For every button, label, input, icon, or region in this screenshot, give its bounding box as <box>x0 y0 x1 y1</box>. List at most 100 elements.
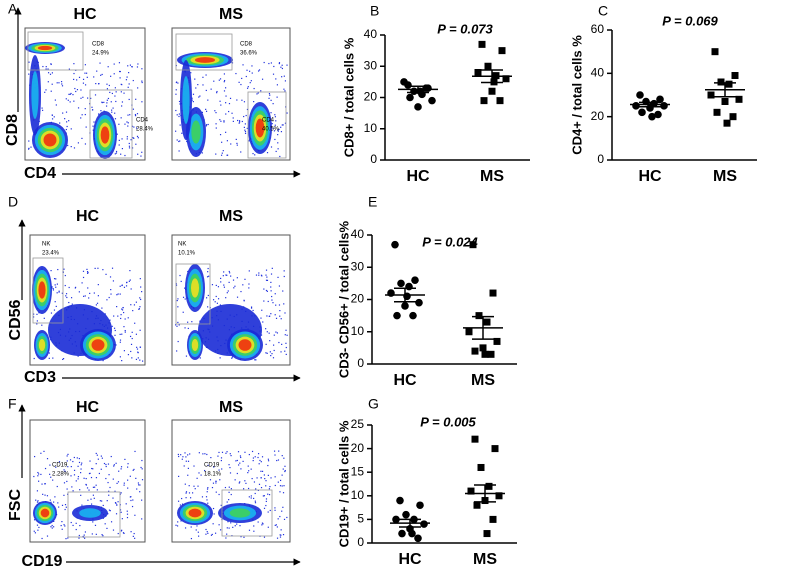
event-dot <box>99 500 101 502</box>
event-dot <box>199 357 201 359</box>
event-dot <box>236 523 238 525</box>
event-dot <box>125 285 128 287</box>
event-dot <box>101 534 103 536</box>
event-dot <box>177 321 179 324</box>
event-dot <box>226 451 228 453</box>
event-dot <box>253 481 256 483</box>
event-dot <box>225 537 227 539</box>
event-dot <box>187 327 189 330</box>
event-dot <box>267 458 269 460</box>
event-dot <box>284 312 286 314</box>
event-dot <box>105 463 107 466</box>
event-dot <box>66 121 68 123</box>
event-dot <box>68 301 70 304</box>
event-dot <box>175 284 178 286</box>
event-dot <box>278 62 281 64</box>
event-dot <box>129 279 131 281</box>
event-dot <box>177 298 179 300</box>
event-dot <box>127 114 129 116</box>
event-dot <box>223 73 226 75</box>
event-dot <box>113 465 115 467</box>
event-dot <box>274 116 276 118</box>
event-dot <box>70 297 73 299</box>
event-dot <box>248 453 250 456</box>
event-dot <box>110 289 112 291</box>
event-dot <box>118 123 120 125</box>
event-dot <box>257 456 259 459</box>
event-dot <box>86 271 89 273</box>
event-dot <box>266 290 268 292</box>
event-dot <box>197 535 200 537</box>
event-dot <box>257 489 259 492</box>
event-dot <box>266 152 269 154</box>
event-dot <box>134 113 137 116</box>
event-dot <box>277 518 279 520</box>
event-dot <box>278 304 281 306</box>
event-dot <box>239 462 241 464</box>
event-dot <box>284 122 287 124</box>
event-dot <box>67 144 69 147</box>
event-dot <box>120 314 122 316</box>
event-dot <box>248 470 250 472</box>
event-dot <box>105 477 107 480</box>
event-dot <box>199 95 201 97</box>
event-dot <box>223 79 226 82</box>
event-dot <box>90 476 93 479</box>
event-dot <box>226 501 228 503</box>
event-dot <box>273 130 276 132</box>
event-dot <box>252 459 254 462</box>
event-dot <box>137 63 139 65</box>
event-dot <box>115 462 117 464</box>
sem-bar <box>394 287 416 303</box>
event-dot <box>86 76 88 78</box>
event-dot <box>212 482 215 484</box>
event-dot <box>53 278 56 280</box>
event-dot <box>139 306 141 308</box>
event-dot <box>123 482 125 484</box>
event-dot <box>220 459 222 462</box>
event-dot <box>107 66 109 68</box>
event-dot <box>128 147 131 149</box>
event-dot <box>219 78 222 80</box>
event-dot <box>260 477 262 479</box>
event-dot <box>100 74 102 76</box>
event-dot <box>106 527 108 530</box>
gate-name: NK <box>42 242 50 248</box>
event-dot <box>130 499 132 502</box>
event-dot <box>116 294 118 296</box>
event-dot <box>223 121 225 123</box>
event-dot <box>178 475 180 477</box>
event-dot <box>65 293 68 295</box>
event-dot <box>108 490 110 492</box>
event-dot <box>56 82 58 84</box>
event-dot <box>92 521 94 523</box>
event-dot <box>84 537 86 539</box>
event-dot <box>98 82 100 85</box>
event-dot <box>178 115 180 118</box>
point <box>721 98 729 105</box>
event-dot <box>93 121 95 123</box>
event-dot <box>234 525 236 527</box>
x-tick-label: MS <box>713 168 737 185</box>
event-dot <box>95 82 97 85</box>
event-dot <box>188 485 190 487</box>
event-dot <box>271 299 273 301</box>
event-dot <box>197 485 199 487</box>
event-dot <box>82 270 85 272</box>
event-dot <box>134 322 136 324</box>
event-dot <box>272 344 275 346</box>
density-blob <box>191 120 201 144</box>
event-dot <box>65 295 67 297</box>
event-dot <box>215 127 217 129</box>
y-tick-label: 0 <box>357 535 364 549</box>
event-dot <box>81 462 83 464</box>
event-dot <box>177 82 179 84</box>
x-tick-label: HC <box>393 372 417 389</box>
event-dot <box>266 352 268 354</box>
point <box>498 47 506 55</box>
event-dot <box>263 474 265 476</box>
event-dot <box>51 524 53 527</box>
event-dot <box>276 537 279 539</box>
event-dot <box>106 83 108 85</box>
event-dot <box>262 321 264 323</box>
